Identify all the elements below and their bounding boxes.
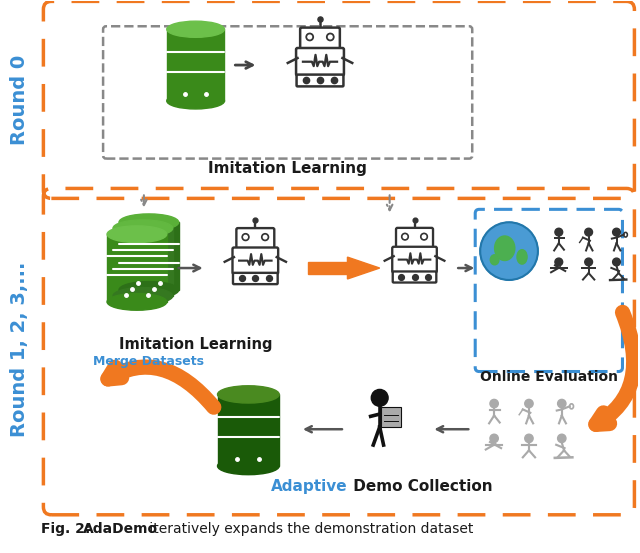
FancyBboxPatch shape xyxy=(236,228,275,249)
Text: Round 1, 2, 3,...: Round 1, 2, 3,... xyxy=(10,262,29,437)
Circle shape xyxy=(328,35,332,39)
Bar xyxy=(381,408,401,427)
Circle shape xyxy=(262,233,269,241)
Circle shape xyxy=(244,236,247,239)
Text: AdaDemo: AdaDemo xyxy=(83,521,158,536)
FancyBboxPatch shape xyxy=(396,228,433,248)
Ellipse shape xyxy=(113,220,173,237)
FancyBboxPatch shape xyxy=(296,48,344,75)
Ellipse shape xyxy=(113,288,173,304)
Circle shape xyxy=(403,235,406,238)
Circle shape xyxy=(263,236,267,239)
Text: Imitation Learning: Imitation Learning xyxy=(208,161,367,176)
Circle shape xyxy=(422,235,426,238)
FancyBboxPatch shape xyxy=(233,273,278,284)
Bar xyxy=(308,262,348,274)
Circle shape xyxy=(326,33,334,40)
Ellipse shape xyxy=(107,226,167,243)
Circle shape xyxy=(490,434,499,442)
FancyArrowPatch shape xyxy=(596,312,634,424)
Circle shape xyxy=(585,258,593,266)
Text: Fig. 2:: Fig. 2: xyxy=(42,521,95,536)
Circle shape xyxy=(612,258,620,266)
Circle shape xyxy=(480,222,538,280)
Ellipse shape xyxy=(218,457,279,474)
FancyBboxPatch shape xyxy=(232,248,278,274)
Circle shape xyxy=(242,233,249,241)
Circle shape xyxy=(557,434,566,442)
Ellipse shape xyxy=(490,255,499,265)
Circle shape xyxy=(525,399,533,408)
Text: Imitation Learning: Imitation Learning xyxy=(119,337,273,352)
Bar xyxy=(167,29,225,101)
Ellipse shape xyxy=(119,214,179,231)
FancyBboxPatch shape xyxy=(296,75,344,86)
Bar xyxy=(107,234,167,302)
Bar xyxy=(113,228,173,296)
FancyBboxPatch shape xyxy=(300,28,340,49)
Circle shape xyxy=(420,233,428,240)
Circle shape xyxy=(401,233,408,240)
Ellipse shape xyxy=(495,236,515,260)
FancyBboxPatch shape xyxy=(393,272,436,283)
Ellipse shape xyxy=(119,281,179,298)
Text: Merge Datasets: Merge Datasets xyxy=(93,355,204,368)
Circle shape xyxy=(371,389,388,406)
Text: Online Evaluation: Online Evaluation xyxy=(480,371,618,384)
Text: iteratively expands the demonstration dataset: iteratively expands the demonstration da… xyxy=(145,521,473,536)
Circle shape xyxy=(612,228,620,236)
FancyArrowPatch shape xyxy=(108,367,214,407)
Bar xyxy=(218,394,279,466)
Circle shape xyxy=(585,228,593,236)
Circle shape xyxy=(557,399,566,408)
Circle shape xyxy=(306,33,314,40)
Polygon shape xyxy=(348,257,380,279)
Text: Adaptive: Adaptive xyxy=(271,479,348,494)
Ellipse shape xyxy=(517,250,527,264)
Circle shape xyxy=(555,258,563,266)
Circle shape xyxy=(308,35,312,39)
Ellipse shape xyxy=(107,294,167,310)
Circle shape xyxy=(490,399,499,408)
Ellipse shape xyxy=(167,21,225,37)
Text: Demo Collection: Demo Collection xyxy=(348,479,493,494)
FancyBboxPatch shape xyxy=(392,247,437,273)
Bar xyxy=(119,222,179,290)
Ellipse shape xyxy=(167,93,225,109)
Circle shape xyxy=(525,434,533,442)
Text: Round 0: Round 0 xyxy=(10,55,29,145)
Ellipse shape xyxy=(218,386,279,403)
Circle shape xyxy=(555,228,563,236)
